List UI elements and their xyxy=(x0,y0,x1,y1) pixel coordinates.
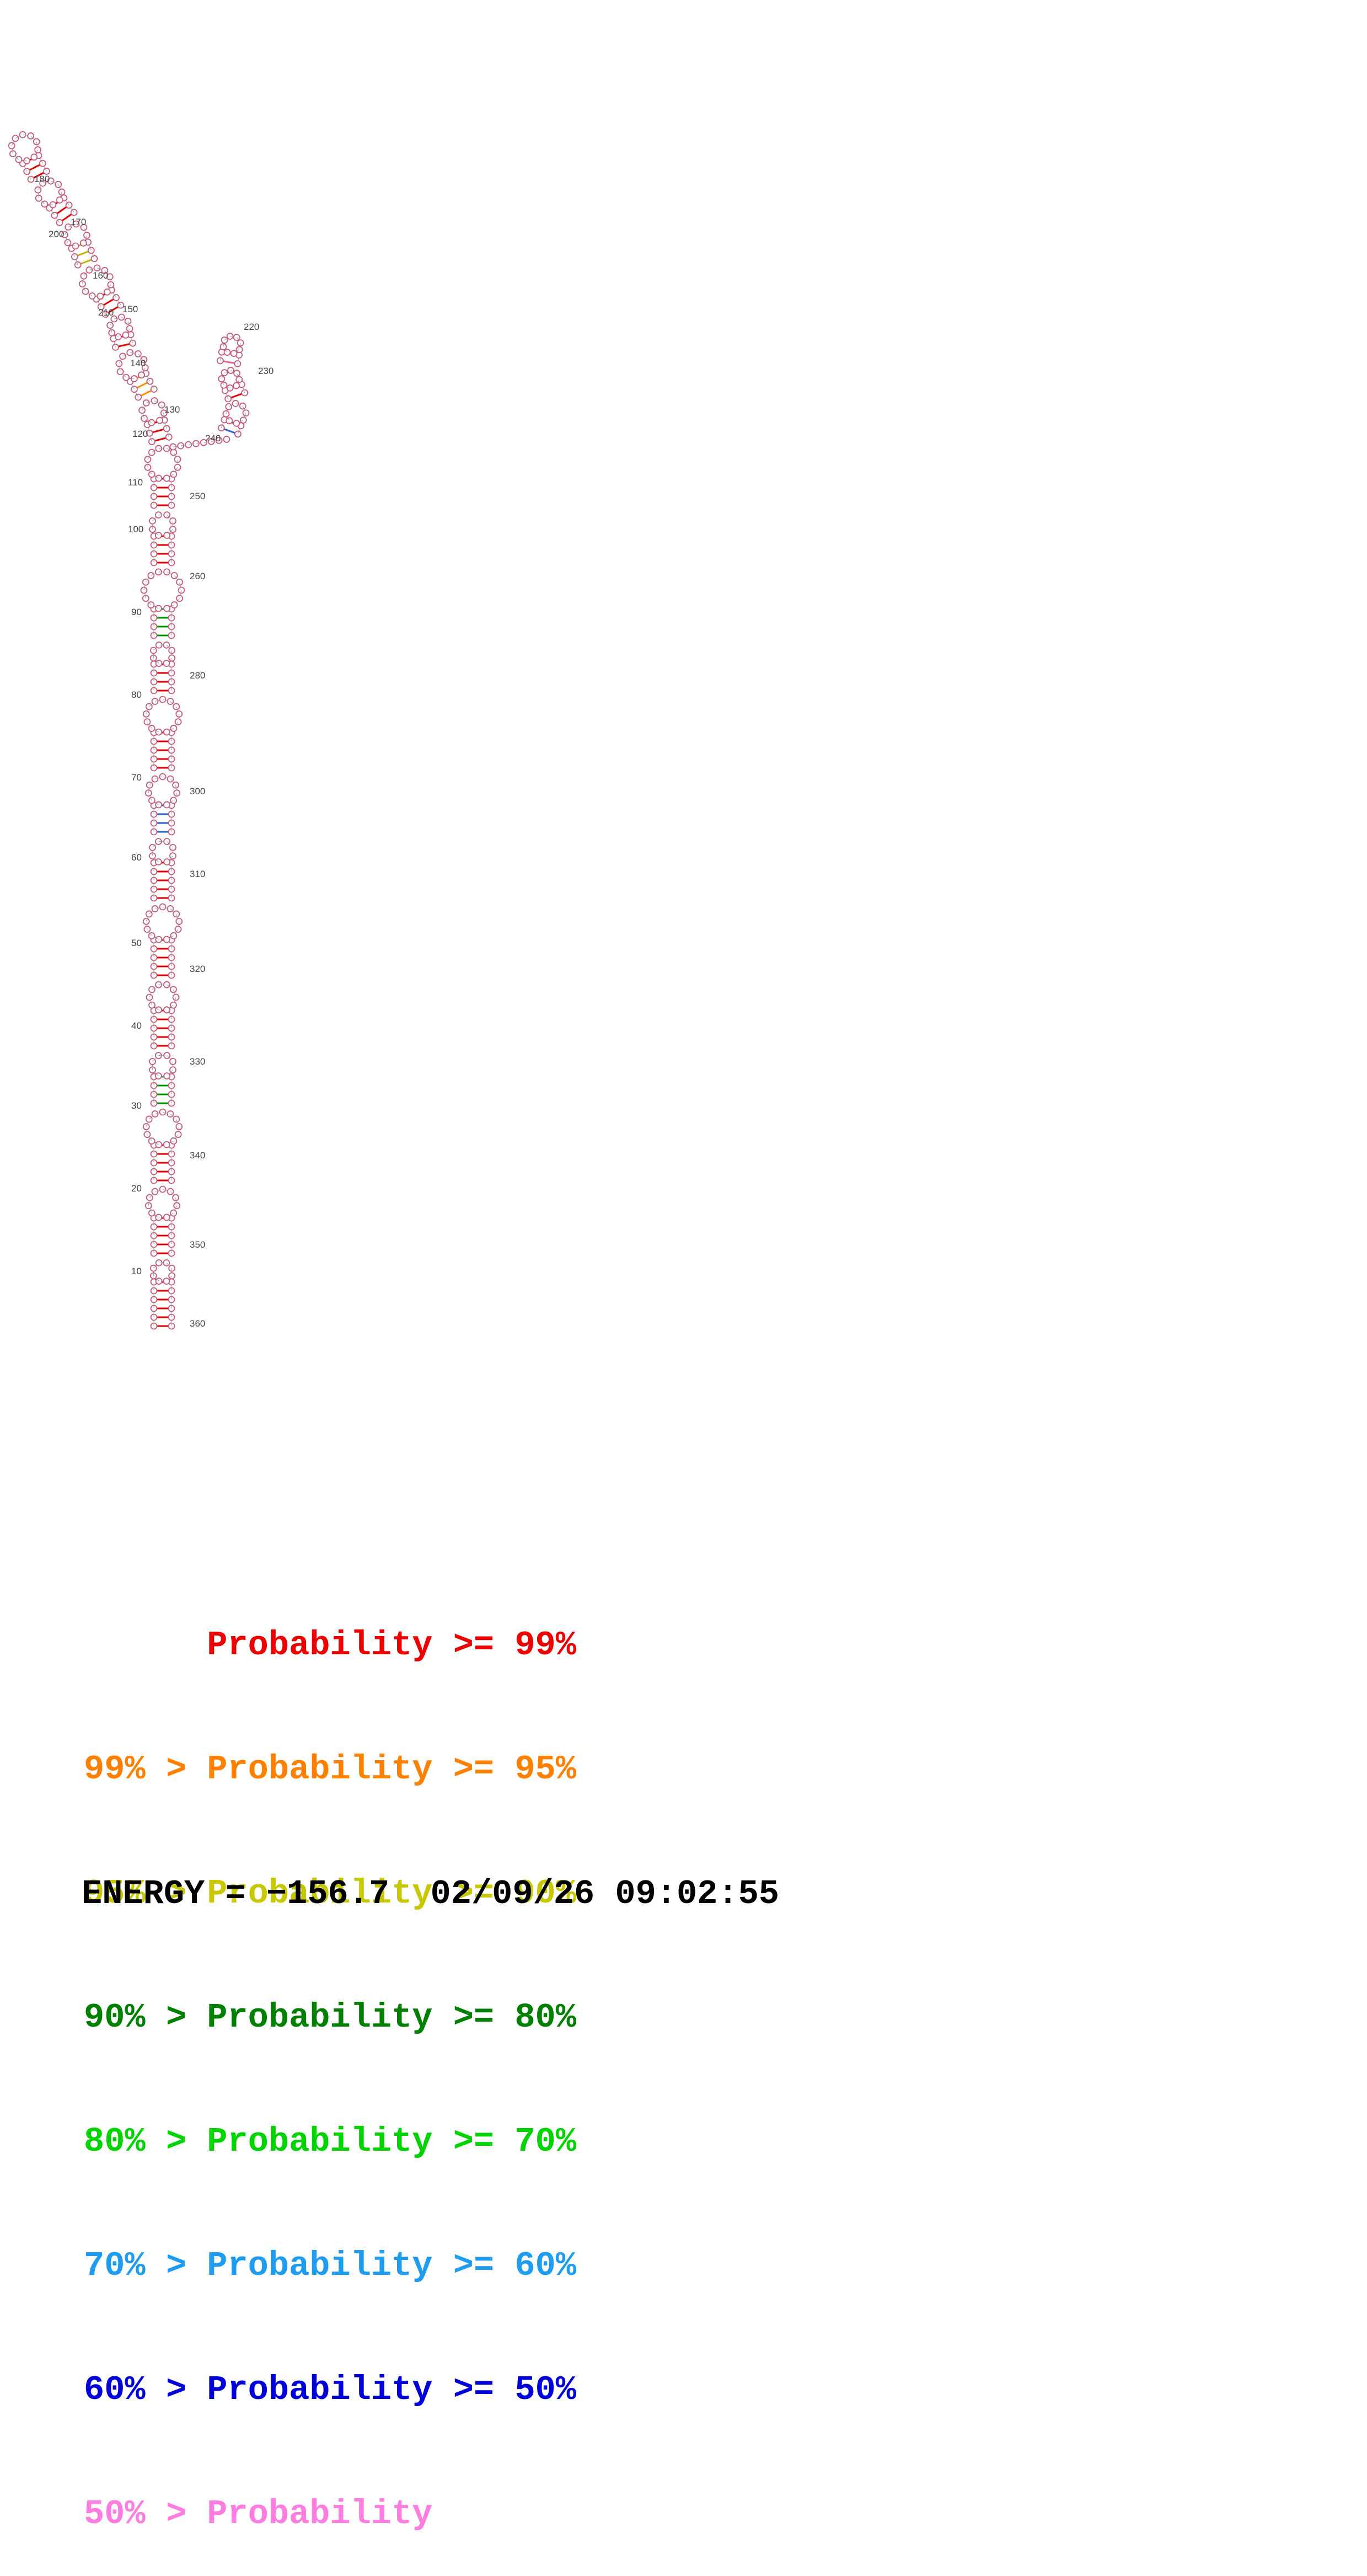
svg-text:30: 30 xyxy=(131,1100,142,1111)
svg-text:310: 310 xyxy=(190,869,205,879)
svg-text:20: 20 xyxy=(131,1183,142,1194)
svg-text:230: 230 xyxy=(258,366,274,376)
svg-text:330: 330 xyxy=(190,1056,205,1067)
svg-text:180: 180 xyxy=(34,174,50,184)
svg-text:350: 350 xyxy=(190,1239,205,1250)
legend-line: 90% > Probability >= 80% xyxy=(84,1997,576,2038)
svg-text:250: 250 xyxy=(190,491,205,501)
svg-text:140: 140 xyxy=(130,358,146,368)
svg-text:90: 90 xyxy=(131,607,142,617)
svg-text:210: 210 xyxy=(98,307,114,318)
svg-text:340: 340 xyxy=(190,1150,205,1161)
legend-line: 99% > Probability >= 95% xyxy=(84,1749,576,1790)
legend-line: 80% > Probability >= 70% xyxy=(84,2121,576,2162)
svg-text:40: 40 xyxy=(131,1020,142,1031)
svg-text:130: 130 xyxy=(164,404,180,415)
legend-line: 70% > Probability >= 60% xyxy=(84,2245,576,2286)
svg-text:110: 110 xyxy=(128,477,143,488)
svg-text:200: 200 xyxy=(49,229,64,239)
svg-text:10: 10 xyxy=(131,1266,142,1276)
probability-legend: Probability >= 99% 99% > Probability >= … xyxy=(84,1542,576,2576)
svg-text:160: 160 xyxy=(93,270,108,281)
legend-line: Probability >= 99% xyxy=(84,1624,576,1666)
svg-text:360: 360 xyxy=(190,1318,205,1329)
svg-text:70: 70 xyxy=(131,772,142,783)
energy-readout: ENERGY = −156.7 02/09/26 09:02:55 xyxy=(82,1874,779,1914)
legend-line: 60% > Probability >= 50% xyxy=(84,2369,576,2411)
svg-text:260: 260 xyxy=(190,571,205,581)
svg-text:100: 100 xyxy=(128,524,143,535)
svg-text:300: 300 xyxy=(190,786,205,797)
svg-text:220: 220 xyxy=(244,322,259,332)
svg-text:170: 170 xyxy=(71,217,86,227)
svg-text:150: 150 xyxy=(122,304,138,314)
svg-text:240: 240 xyxy=(205,433,221,443)
svg-text:80: 80 xyxy=(131,690,142,700)
svg-text:320: 320 xyxy=(190,964,205,974)
svg-text:280: 280 xyxy=(190,670,205,681)
svg-text:60: 60 xyxy=(131,852,142,863)
svg-text:50: 50 xyxy=(131,938,142,948)
svg-text:120: 120 xyxy=(132,429,148,439)
legend-line: 50% > Probability xyxy=(84,2493,576,2535)
